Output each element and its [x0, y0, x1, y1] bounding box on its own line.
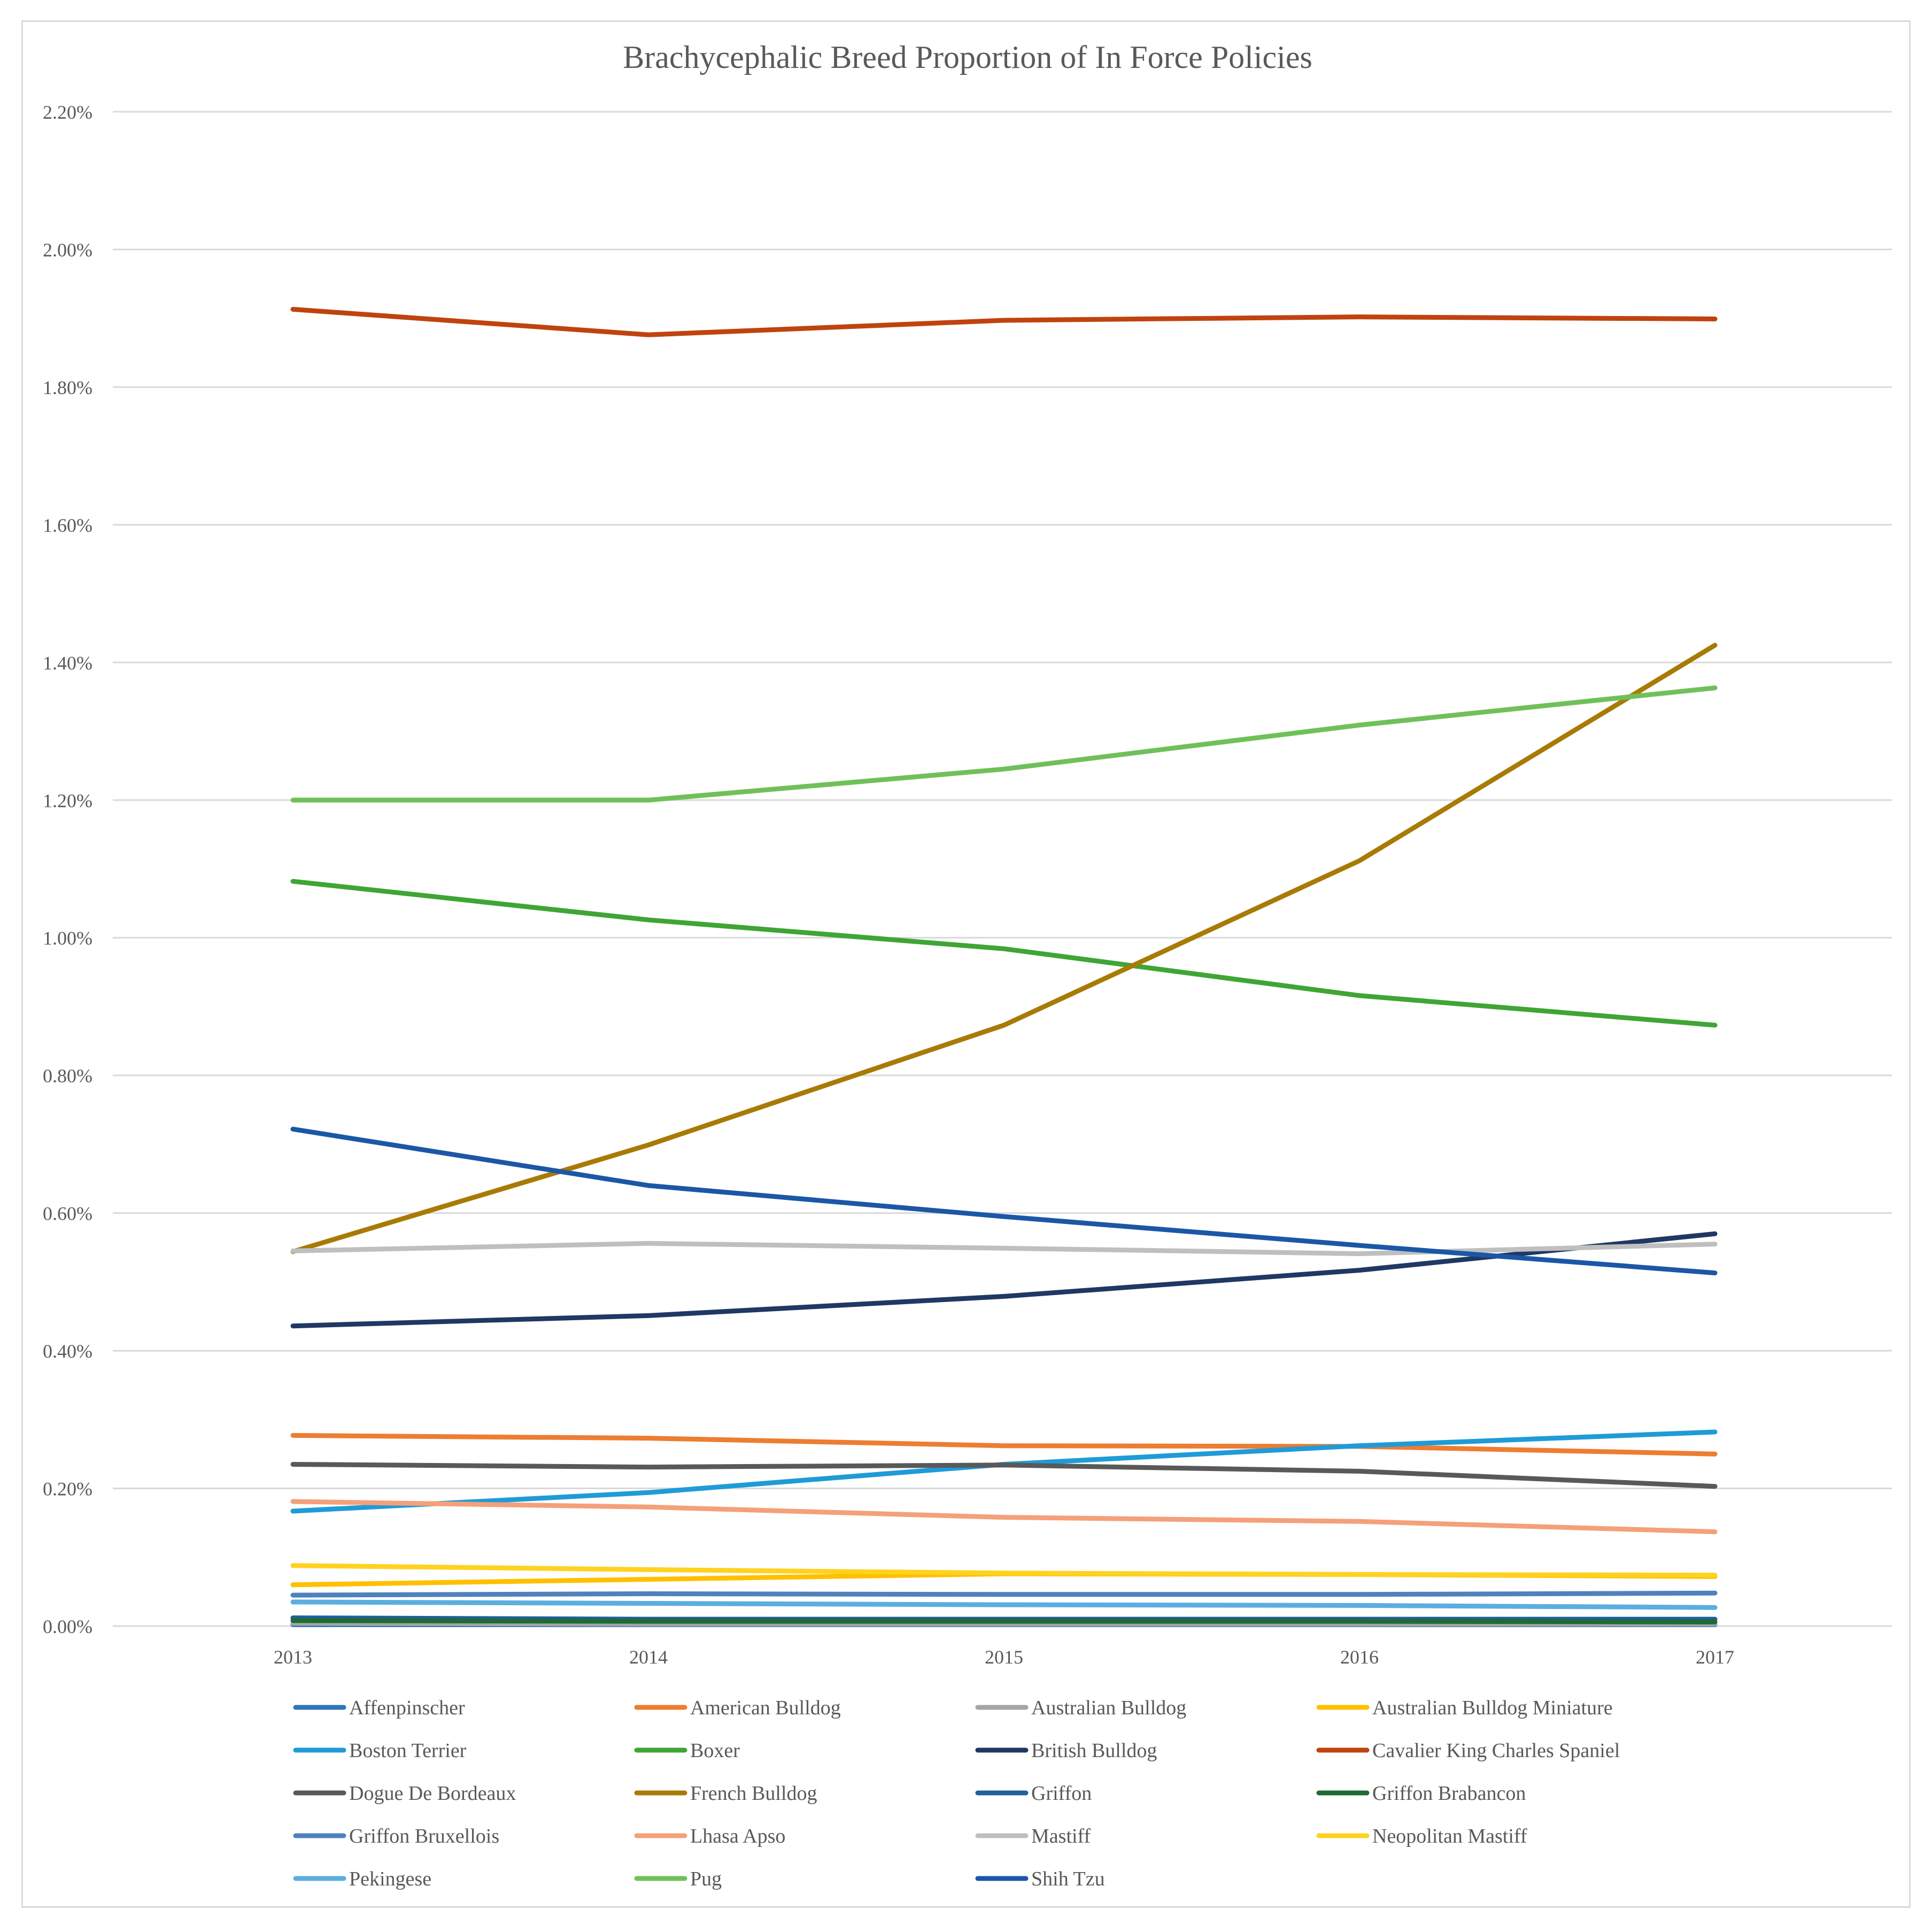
y-tick-label: 1.60%: [43, 514, 92, 536]
legend-item-griffon: Griffon: [975, 1782, 1092, 1805]
legend-label: Affenpinscher: [349, 1697, 465, 1719]
legend-item-australian-bulldog: Australian Bulldog: [975, 1697, 1186, 1719]
legend-label: Pekingese: [349, 1868, 431, 1890]
y-axis-tick-labels: 0.00% 0.20% 0.40% 0.60% 0.80% 1.00% 1.20% 1.40%…: [43, 102, 92, 1637]
series-line-french-bulldog: [290, 643, 1718, 1254]
legend: Affenpinscher American Bulldog Australian …: [293, 1697, 1620, 1890]
chart-title: Brachycephalic Breed Proportion of In Fo…: [623, 40, 1312, 75]
legend-item-pug: Pug: [634, 1868, 722, 1890]
y-tick-label: 0.60%: [43, 1203, 92, 1225]
legend-item-pekingese: Pekingese: [293, 1868, 431, 1890]
legend-label: Shih Tzu: [1031, 1868, 1105, 1890]
legend-label: Dogue De Bordeaux: [349, 1782, 516, 1805]
series-line-cavalier-king-charles-spaniel: [290, 306, 1718, 337]
series-line-lhasa-apso: [290, 1499, 1718, 1535]
legend-label: Neopolitan Mastiff: [1372, 1825, 1527, 1847]
legend-label: Griffon Bruxellois: [349, 1825, 499, 1847]
x-tick-label: 2015: [985, 1646, 1023, 1668]
series-line-pekingese: [290, 1599, 1718, 1610]
legend-item-boston-terrier: Boston Terrier: [293, 1739, 467, 1762]
legend-label: Boston Terrier: [349, 1739, 467, 1762]
legend-label: French Bulldog: [690, 1782, 817, 1805]
x-tick-label: 2016: [1340, 1646, 1379, 1668]
series-line-boxer: [290, 879, 1718, 1028]
y-tick-label: 0.80%: [43, 1065, 92, 1087]
legend-item-lhasa-apso: Lhasa Apso: [634, 1825, 785, 1847]
legend-label: British Bulldog: [1031, 1739, 1157, 1762]
legend-label: Australian Bulldog Miniature: [1372, 1697, 1613, 1719]
legend-item-shih-tzu: Shih Tzu: [975, 1868, 1105, 1890]
x-tick-label: 2017: [1696, 1646, 1734, 1668]
legend-label: Boxer: [690, 1739, 740, 1762]
legend-item-mastiff: Mastiff: [975, 1825, 1091, 1847]
y-tick-label: 1.40%: [43, 652, 92, 674]
legend-label: Griffon Brabancon: [1372, 1782, 1526, 1805]
series-line-griffon-bruxellois: [290, 1590, 1718, 1598]
y-tick-label: 0.20%: [43, 1479, 92, 1500]
gridlines: [113, 111, 1892, 1627]
series-line-dogue-de-bordeaux: [290, 1462, 1718, 1489]
legend-item-british-bulldog: British Bulldog: [975, 1739, 1157, 1762]
legend-label: Pug: [690, 1868, 722, 1890]
y-tick-label: 1.80%: [43, 377, 92, 398]
line-chart: Brachycephalic Breed Proportion of In Fo…: [43, 40, 1892, 1890]
legend-item-griffon-brabancon: Griffon Brabancon: [1316, 1782, 1526, 1805]
legend-item-affenpinscher: Affenpinscher: [293, 1697, 465, 1719]
series-line-british-bulldog: [290, 1231, 1718, 1329]
series-line-griffon-brabancon: [290, 1618, 1718, 1624]
series-lines: [290, 306, 1718, 1627]
y-tick-label: 0.40%: [43, 1341, 92, 1362]
series-line-american-bulldog: [290, 1433, 1718, 1457]
x-axis-tick-labels: 2013 2014 2015 2016 2017: [274, 1646, 1734, 1668]
y-tick-label: 1.20%: [43, 790, 92, 811]
legend-item-cavalier-king-charles-spaniel: Cavalier King Charles Spaniel: [1316, 1739, 1620, 1762]
legend-label: American Bulldog: [690, 1697, 841, 1719]
legend-label: Lhasa Apso: [690, 1825, 785, 1847]
series-line-pug: [290, 685, 1718, 803]
legend-item-french-bulldog: French Bulldog: [634, 1782, 817, 1805]
legend-label: Cavalier King Charles Spaniel: [1372, 1739, 1620, 1762]
chart-frame: Brachycephalic Breed Proportion of In Fo…: [21, 20, 1911, 1908]
series-line-shih-tzu: [290, 1127, 1718, 1276]
legend-item-american-bulldog: American Bulldog: [634, 1697, 841, 1719]
y-tick-label: 0.00%: [43, 1616, 92, 1637]
legend-item-griffon-bruxellois: Griffon Bruxellois: [293, 1825, 499, 1847]
legend-item-boxer: Boxer: [634, 1739, 740, 1762]
legend-label: Australian Bulldog: [1031, 1697, 1186, 1719]
series-line-australian-bulldog: [290, 1621, 1718, 1627]
x-tick-label: 2013: [274, 1646, 312, 1668]
series-line-mastiff: [290, 1241, 1718, 1257]
legend-item-australian-bulldog-miniature: Australian Bulldog Miniature: [1316, 1697, 1613, 1719]
y-tick-label: 2.00%: [43, 239, 92, 260]
legend-label: Griffon: [1031, 1782, 1092, 1805]
legend-item-neopolitan-mastiff: Neopolitan Mastiff: [1316, 1825, 1527, 1847]
y-tick-label: 2.20%: [43, 102, 92, 123]
series-line-neopolitan-mastiff: [290, 1563, 1718, 1578]
legend-item-dogue-de-bordeaux: Dogue De Bordeaux: [293, 1782, 516, 1805]
x-tick-label: 2014: [629, 1646, 668, 1668]
y-tick-label: 1.00%: [43, 928, 92, 949]
legend-label: Mastiff: [1031, 1825, 1091, 1847]
